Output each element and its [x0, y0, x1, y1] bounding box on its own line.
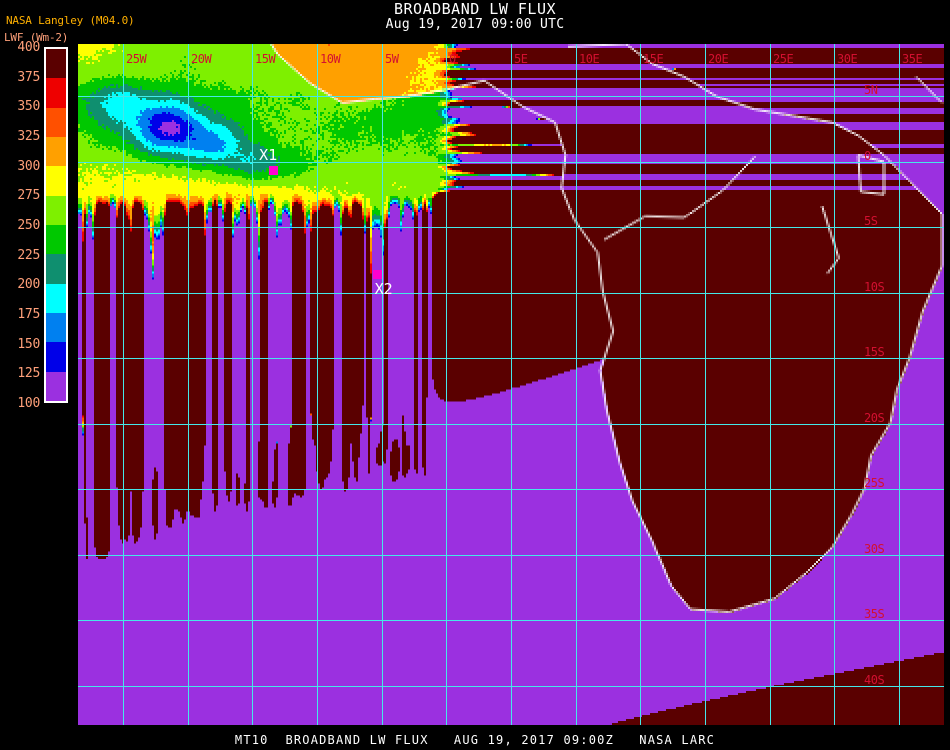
colorbar-band	[46, 166, 66, 196]
page-subtitle: Aug 19, 2017 09:00 UTC	[385, 17, 565, 32]
colorbar-tick: 375	[17, 69, 40, 85]
colorbar-tick: 175	[17, 307, 40, 322]
colorbar-tick: 200	[17, 277, 40, 293]
colorbar	[44, 47, 68, 403]
page-title: BROADBAND LW FLUX	[393, 0, 557, 18]
colorbar-tick: 300	[17, 158, 40, 174]
agency-label: NASA Langley (M04.0)	[6, 14, 135, 27]
colorbar-units-label: LWF (Wm-2)	[4, 31, 69, 44]
colorbar-band	[46, 342, 66, 372]
colorbar-band	[46, 49, 66, 79]
colorbar-tick-labels: 400 375 350 325 300 275 250 225 200 175 150 125 100	[0, 41, 40, 411]
colorbar-band	[46, 195, 66, 225]
colorbar-band	[46, 371, 66, 401]
colorbar-tick: 400	[17, 40, 40, 55]
flux-raster	[78, 44, 944, 725]
colorbar-tick: 275	[17, 188, 40, 204]
colorbar-bands	[46, 49, 66, 401]
footer-caption: MT10 BROADBAND LW FLUX AUG 19, 2017 09:0…	[234, 733, 716, 747]
title-block: BROADBAND LW FLUX Aug 19, 2017 09:00 UTC	[0, 0, 950, 33]
colorbar-tick: 250	[17, 218, 40, 233]
colorbar-tick: 350	[17, 99, 40, 115]
colorbar-band	[46, 224, 66, 255]
colorbar-band	[46, 78, 66, 108]
colorbar-band	[46, 312, 66, 343]
colorbar-band	[46, 136, 66, 167]
colorbar-tick: 100	[17, 396, 40, 411]
colorbar-tick: 150	[17, 336, 40, 352]
colorbar-tick: 225	[17, 247, 40, 263]
colorbar-band	[46, 107, 66, 137]
colorbar-tick: 325	[17, 129, 40, 144]
colorbar-band	[46, 283, 66, 313]
colorbar-tick: 125	[17, 366, 40, 382]
flux-map[interactable]: 25W 20W 15W 10W 5W 0 5E 10E 15E 20E 25E 30E 35E 5N 0 5S…	[78, 44, 944, 725]
colorbar-band	[46, 254, 66, 284]
